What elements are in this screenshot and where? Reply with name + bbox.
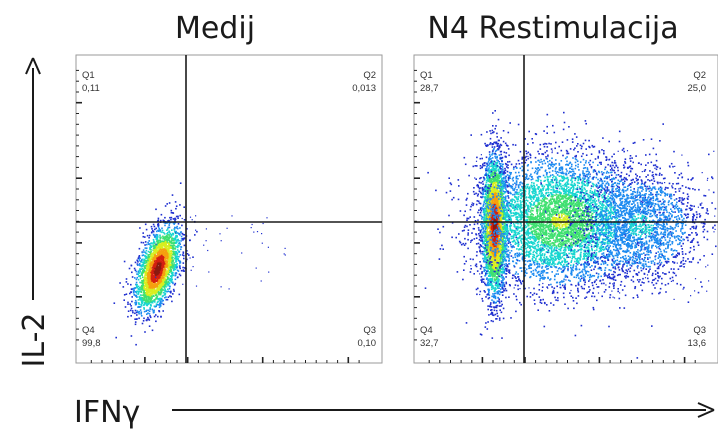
axis-ticks (76, 69, 360, 363)
arrow-right-icon (697, 402, 715, 418)
quadrant-label-q4: Q4 (82, 325, 95, 336)
panel-title-medij: Medij (175, 11, 255, 46)
plot-panel-n4-restimulacija: Q1 28,7 Q2 25,0 Q3 13,6 Q4 32,7 (413, 54, 718, 364)
arrow-up-icon (25, 57, 41, 75)
density-dots (113, 182, 286, 346)
quadrant-value-q3: 0,10 (358, 338, 377, 349)
quadrant-value-q4: 99,8 (82, 338, 101, 349)
quadrant-label-q2: Q2 (363, 70, 376, 81)
plot-panel-medij: Q1 0,11 Q2 0,013 Q3 0,10 Q4 99,8 (75, 54, 383, 364)
quadrant-value-q4: 32,7 (420, 338, 439, 349)
quadrant-label-q4: Q4 (420, 325, 433, 336)
quadrant-value-q2: 0,013 (352, 83, 376, 94)
quadrant-value-q1: 0,11 (82, 83, 100, 94)
plot-frame (75, 54, 383, 364)
axis-ticks (414, 69, 696, 363)
panel-title-n4: N4 Restimulacija (427, 11, 678, 46)
quadrant-value-q1: 28,7 (420, 83, 439, 94)
quadrant-label-q3: Q3 (693, 325, 706, 336)
quadrant-label-q1: Q1 (420, 70, 433, 81)
density-dots (424, 110, 717, 359)
y-axis-label: IL-2 (17, 313, 52, 368)
quadrant-label-q1: Q1 (82, 70, 95, 81)
quadrant-value-q3: 13,6 (688, 338, 707, 349)
quadrant-label-q3: Q3 (363, 325, 376, 336)
quadrant-label-q2: Q2 (693, 70, 706, 81)
quadrant-value-q2: 25,0 (688, 83, 707, 94)
x-axis-label: IFNγ (74, 395, 140, 430)
